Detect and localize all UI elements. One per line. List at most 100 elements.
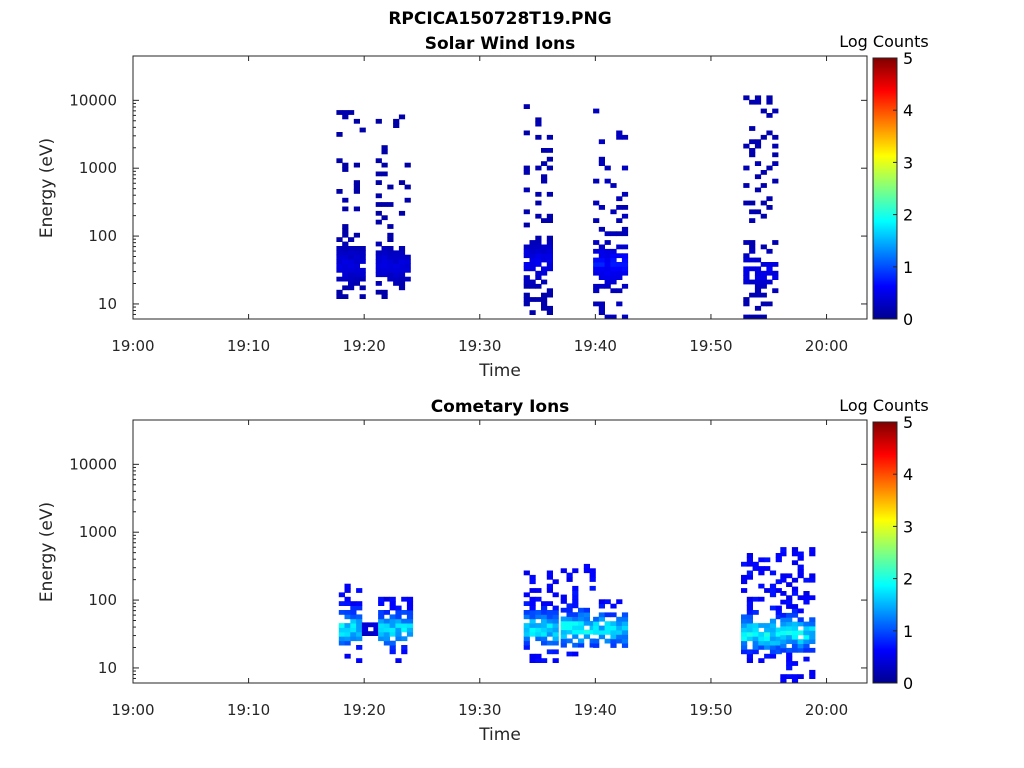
spectrogram-cell bbox=[758, 557, 765, 563]
spectrogram-cell bbox=[572, 594, 579, 600]
spectrogram-cell bbox=[772, 143, 779, 149]
spectrogram-cell bbox=[797, 617, 804, 623]
spectrogram-cell bbox=[541, 658, 548, 663]
spectrogram-cell bbox=[772, 152, 779, 158]
spectrogram-cell bbox=[593, 218, 600, 223]
spectrogram-cell bbox=[546, 134, 553, 140]
spectrogram-cell bbox=[780, 612, 787, 618]
spectrogram-cell bbox=[404, 267, 411, 273]
spectrogram-cell bbox=[741, 574, 748, 580]
spectrogram-cell bbox=[356, 601, 363, 606]
spectrogram-cell bbox=[598, 630, 605, 635]
spectrogram-cell bbox=[610, 270, 617, 276]
spectrogram-cell bbox=[809, 634, 816, 640]
spectrogram-cell bbox=[375, 281, 382, 286]
spectrogram-cell bbox=[752, 627, 759, 633]
spectrogram-cell bbox=[398, 254, 406, 260]
spectrogram-cell bbox=[378, 614, 385, 620]
spectrogram-cell bbox=[752, 623, 759, 628]
spectrogram-cell bbox=[604, 621, 611, 626]
spectrogram-cell bbox=[546, 305, 553, 311]
spectrogram-cell bbox=[578, 625, 585, 631]
spectrogram-cell bbox=[348, 259, 355, 264]
spectrogram-cell bbox=[769, 631, 777, 637]
solar-wind-ions-panel: Solar Wind Ions 19:00 19:10 19:20 19:30 19:4… bbox=[37, 32, 929, 381]
spectrogram-cell bbox=[389, 605, 396, 611]
spectrogram-cell bbox=[348, 110, 355, 115]
spectrogram-cell bbox=[766, 248, 773, 254]
spectrogram-cell bbox=[598, 248, 605, 254]
spectrogram-cell bbox=[809, 647, 816, 653]
y-tick-label: 10000 bbox=[69, 455, 117, 473]
spectrogram-cell bbox=[535, 596, 542, 602]
spectrogram-cell bbox=[572, 585, 579, 591]
spectrogram-cell bbox=[780, 577, 787, 583]
spectrogram-cell bbox=[780, 599, 787, 605]
x-tick-label: 19:40 bbox=[574, 701, 617, 719]
spectrogram-cell bbox=[572, 620, 579, 626]
spectrogram-cell bbox=[348, 246, 355, 251]
spectrogram-cell bbox=[359, 127, 366, 133]
spectrogram-cell bbox=[749, 139, 756, 145]
spectrogram-cell bbox=[760, 314, 767, 320]
spectrogram-cell bbox=[803, 626, 810, 631]
spectrogram-cell bbox=[546, 614, 553, 620]
spectrogram-cell bbox=[389, 596, 396, 602]
spectrogram-cell bbox=[764, 566, 771, 571]
spectrogram-cell bbox=[746, 623, 753, 628]
spectrogram-cell bbox=[752, 640, 759, 646]
spectrogram-cell bbox=[401, 623, 408, 628]
spectrogram-cell bbox=[791, 604, 799, 609]
spectrogram-cell bbox=[359, 276, 366, 282]
spectrogram-cell bbox=[342, 263, 349, 269]
spectrogram-cell bbox=[359, 259, 366, 264]
x-axis-ticks: 19:00 19:10 19:20 19:30 19:40 19:50 20:00 bbox=[111, 56, 848, 355]
spectrogram-cell bbox=[610, 183, 617, 188]
spectrogram-cell bbox=[359, 294, 366, 299]
spectrogram-cell bbox=[758, 645, 765, 650]
spectrogram-cell bbox=[401, 649, 408, 655]
spectrogram-cell bbox=[401, 645, 408, 650]
spectrogram-cell bbox=[395, 636, 402, 642]
spectrogram-cell bbox=[523, 266, 530, 272]
spectrogram-cell bbox=[791, 612, 799, 618]
spectrogram-cell bbox=[766, 165, 773, 171]
spectrogram-cell bbox=[578, 638, 585, 644]
spectrogram-cell bbox=[381, 162, 388, 168]
spectrogram-cell bbox=[336, 158, 343, 164]
spectrogram-cell bbox=[598, 283, 605, 289]
spectrogram-cell bbox=[344, 588, 351, 593]
spectrogram-cell bbox=[803, 599, 810, 605]
spectrogram-cell bbox=[529, 605, 536, 611]
spectrogram-cell bbox=[616, 253, 623, 259]
spectrogram-cell bbox=[546, 156, 553, 162]
spectrogram-cell bbox=[395, 605, 402, 611]
spectrogram-cell bbox=[398, 114, 406, 120]
spectrogram-cell bbox=[754, 292, 762, 298]
spectrogram-cell bbox=[743, 266, 750, 272]
spectrogram-cell bbox=[610, 231, 617, 237]
spectrogram-cell bbox=[749, 248, 756, 254]
spectrogram-cell bbox=[342, 285, 349, 291]
spectrogram-cell bbox=[583, 568, 590, 574]
spectrogram-cell bbox=[383, 636, 390, 642]
spectrogram-cell bbox=[389, 623, 396, 628]
spectrogram-cell bbox=[387, 267, 394, 273]
spectrogram-cell bbox=[578, 616, 585, 622]
spectrogram-cell bbox=[406, 627, 414, 633]
spectrogram-cell bbox=[529, 240, 536, 245]
spectrogram-cell bbox=[401, 618, 408, 624]
spectrogram-cell bbox=[621, 213, 629, 219]
spectrogram-cell bbox=[746, 557, 753, 563]
spectrogram-cell bbox=[754, 279, 762, 285]
spectrogram-cell bbox=[546, 570, 553, 576]
spectrogram-cell bbox=[529, 244, 536, 250]
spectrogram-cell bbox=[803, 656, 810, 662]
spectrogram-cell bbox=[560, 634, 567, 639]
spectrogram-cell bbox=[523, 170, 530, 175]
spectrogram-cell bbox=[572, 603, 579, 609]
spectrogram-cell bbox=[775, 645, 782, 650]
spectrogram-cell bbox=[589, 585, 596, 591]
spectrogram-cell bbox=[546, 588, 553, 593]
spectrogram-cell bbox=[780, 551, 787, 557]
